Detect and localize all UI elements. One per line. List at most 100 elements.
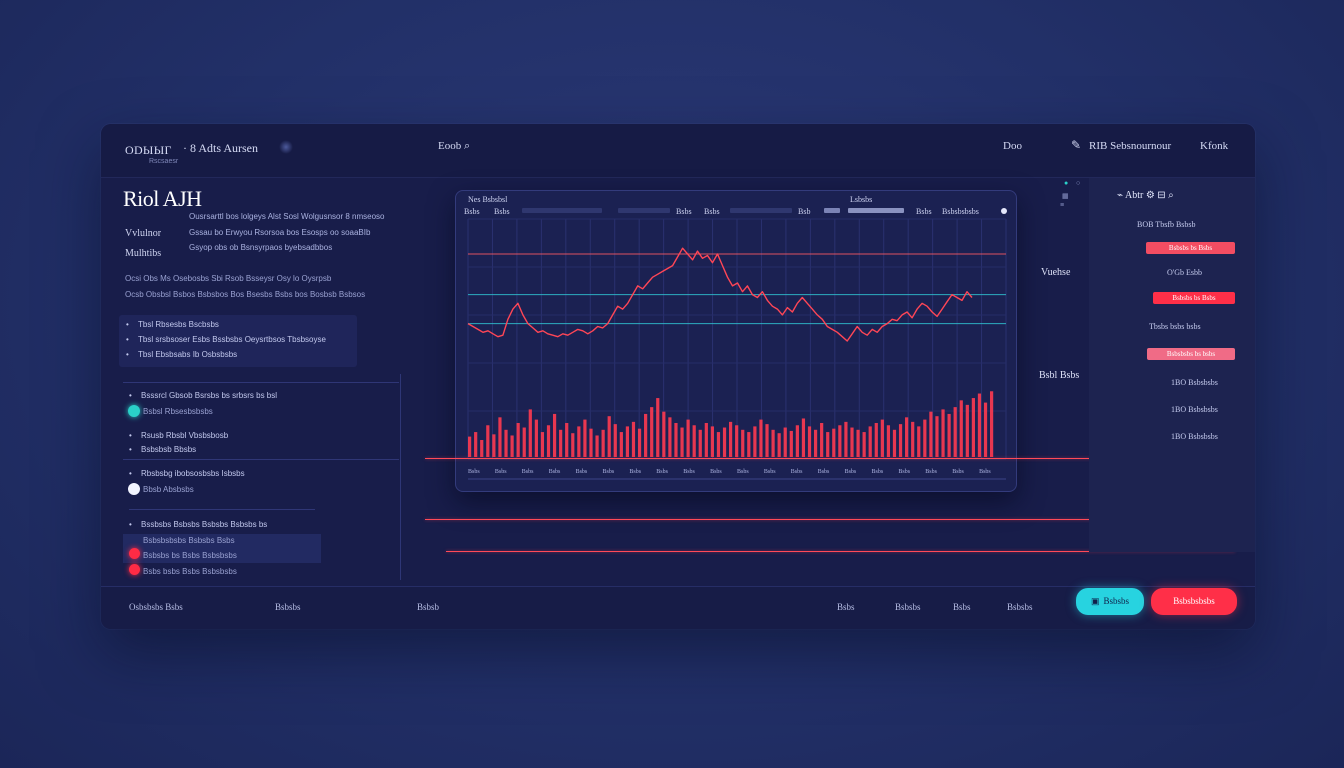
chart-header-label[interactable]: Bsbs xyxy=(704,207,720,216)
chart-header-label[interactable]: Bsb xyxy=(798,207,811,216)
nav-account[interactable]: RIB Sebsnournour xyxy=(1089,140,1172,152)
teal-dot-icon[interactable]: ● xyxy=(1064,180,1069,187)
status-dot-teal[interactable] xyxy=(128,405,140,417)
panel-divider xyxy=(400,374,401,580)
list-item[interactable]: Bssbsbs Bsbsbs Bsbsbs Bsbsbs bs xyxy=(129,520,267,529)
list-icon[interactable]: ≡ xyxy=(1060,202,1065,209)
right-item[interactable]: BOB Tbsfb Bsbsb xyxy=(1137,220,1196,229)
volume-bar xyxy=(735,425,739,457)
volume-bar xyxy=(637,428,642,457)
tools-icon: ⚙ ⊟ ⌕ xyxy=(1143,190,1174,201)
guide-line xyxy=(446,551,1235,552)
grid-icon[interactable]: ▦ xyxy=(1062,193,1069,200)
volume-bar xyxy=(820,423,824,457)
list-item[interactable]: Bsssrcl Gbsob Bsrsbs bs srbsrs bs bsl xyxy=(129,391,277,400)
volume-bar xyxy=(983,402,988,457)
volume-bar xyxy=(868,426,872,457)
right-item[interactable]: 1BO Bsbsbsbs xyxy=(1171,378,1218,387)
description-line: Gssau bo Erwyou Rsorsoa bos Esosps oo so… xyxy=(189,228,371,237)
status-dot-white[interactable] xyxy=(128,483,140,495)
nav-user[interactable]: Doo xyxy=(1003,140,1022,152)
footer-label[interactable]: Bsbsb xyxy=(417,602,440,612)
chart-header-label[interactable]: Bsbsbsbsbs xyxy=(942,207,979,216)
guide-line xyxy=(425,519,1235,520)
volume-bar xyxy=(565,423,569,457)
workspace-title[interactable]: · 8 Adts Aursen xyxy=(183,141,258,155)
primary-button[interactable]: ▣ Bsbsbs xyxy=(1076,588,1144,615)
nav-menu[interactable]: Kfonk xyxy=(1200,140,1229,152)
list-item[interactable]: Bsbsbs bs Bsbs Bsbsbsbs xyxy=(143,551,237,560)
page-title: Riol AJH xyxy=(123,186,202,211)
mini-toolbar: ● ○ ▦ ≡ xyxy=(1058,180,1084,214)
bottom-bar: Osbsbsbs Bsbs Bsbsbs Bsbsb Bsbs Bsbsbs B… xyxy=(101,586,1255,629)
list-item[interactable]: Bsbsl Rbsesbsbsbs xyxy=(143,407,213,416)
list-item[interactable]: Rbsbsbg ibobsosbsbs Isbsbs xyxy=(129,469,245,478)
chart-header-label[interactable]: Bsbs xyxy=(464,207,480,216)
chart-header-label[interactable]: Bsbs xyxy=(676,207,692,216)
range-bar-active[interactable] xyxy=(848,208,904,213)
chart-header-label[interactable]: Bsbs xyxy=(494,207,510,216)
description-line: Gsyop obs ob Bsnsyrpaos byebsadbbos xyxy=(189,243,333,252)
volume-bar xyxy=(941,409,945,457)
volume-bar xyxy=(528,409,532,457)
edit-icon[interactable]: ✎ xyxy=(1071,138,1082,152)
list-item[interactable]: Bbsb Absbsbs xyxy=(143,485,194,494)
x-tick-label: Bsbs xyxy=(683,469,695,475)
price-chart[interactable]: Bsbs Bsbs Bsbs Bsbs Bsbs Bsbs Bsbs Bsbs Bsbs Bsbs… xyxy=(456,191,1018,493)
list-item[interactable]: Bsbsbsb Bbsbs xyxy=(129,445,196,454)
alert-badge[interactable]: Bsbsbsbs bs bsbs xyxy=(1147,348,1235,360)
x-tick-label: Bsbs xyxy=(549,469,561,475)
footer-label[interactable]: Bsbsbs xyxy=(275,602,301,612)
volume-bar xyxy=(813,429,818,457)
volume-bar xyxy=(850,427,854,457)
alert-badge[interactable]: Bsbsbs bs Bsbs xyxy=(1146,242,1235,254)
x-tick-label: Bsbs xyxy=(522,469,534,475)
right-item[interactable]: 1BO Bsbsbsbs xyxy=(1171,432,1218,441)
volume-bar xyxy=(826,432,830,457)
x-tick-label: Bsbs xyxy=(979,469,991,475)
circle-icon[interactable]: ○ xyxy=(1076,180,1081,187)
chart-header-label[interactable]: Bsbs xyxy=(916,207,932,216)
range-bar[interactable] xyxy=(522,208,602,213)
app-logo[interactable]: ODЫЫГ xyxy=(125,143,172,157)
range-bar[interactable] xyxy=(824,208,840,213)
page-subtitle-2: Mulhtibs xyxy=(125,248,162,259)
x-tick-label: Bsbs xyxy=(629,469,641,475)
x-tick-label: Bsbs xyxy=(952,469,964,475)
list-item[interactable]: Bsbs bsbs Bsbs Bsbsbsbs xyxy=(143,567,237,576)
volume-bar xyxy=(710,426,714,457)
panel-header[interactable]: ⌁ Abtr ⚙ ⊟ ⌕ xyxy=(1117,190,1174,201)
divider xyxy=(123,382,399,383)
x-tick-label: Bsbs xyxy=(764,469,776,475)
box-bullet: Tbsl Ebsbsabs Ib Osbsbsbs xyxy=(126,350,237,359)
right-item[interactable]: 1BO Bsbsbsbs xyxy=(1171,405,1218,414)
volume-bars xyxy=(468,391,994,457)
settings-knob-icon[interactable] xyxy=(1001,208,1007,214)
alert-badge[interactable]: Bsbsbs bs Bsbs xyxy=(1153,292,1235,304)
right-item[interactable]: O'Gb Esbb xyxy=(1167,268,1202,277)
volume-bar xyxy=(722,427,727,457)
list-item[interactable]: Bsbsbsbsbs Bsbsbs Bsbs xyxy=(143,536,235,545)
x-tick-label: Bsbs xyxy=(872,469,884,475)
footer-stat: Bsbs xyxy=(837,602,855,612)
danger-button[interactable]: Bsbsbsbsbs xyxy=(1151,588,1237,615)
volume-bar xyxy=(929,411,933,457)
info-line: Ocsi Obs Ms Osebosbs Sbi Rsob Bsseysr Os… xyxy=(125,274,332,283)
volume-bar xyxy=(953,407,957,457)
nav-search[interactable]: Eoob ⌕ xyxy=(438,140,471,152)
volume-bar xyxy=(838,425,842,457)
volume-bar xyxy=(759,419,763,457)
volume-bar xyxy=(516,423,520,457)
top-bar: ODЫЫГ Rscsaesr · 8 Adts Aursen Eoob ⌕ Do… xyxy=(101,124,1255,178)
status-dot-red[interactable] xyxy=(129,548,140,559)
range-bar[interactable] xyxy=(730,208,792,213)
volume-bar xyxy=(716,432,721,457)
range-bar[interactable] xyxy=(618,208,670,213)
list-item[interactable]: Rsusb Rbsbl Vbsbsbosb xyxy=(129,431,228,440)
x-tick-label: Bsbs xyxy=(737,469,749,475)
right-item[interactable]: Tbsbs bsbs bsbs xyxy=(1149,322,1201,331)
guide-line xyxy=(425,458,1235,459)
x-tick-label: Bsbs xyxy=(468,469,480,475)
status-dot-red[interactable] xyxy=(129,564,140,575)
reference-lines xyxy=(468,253,1006,325)
